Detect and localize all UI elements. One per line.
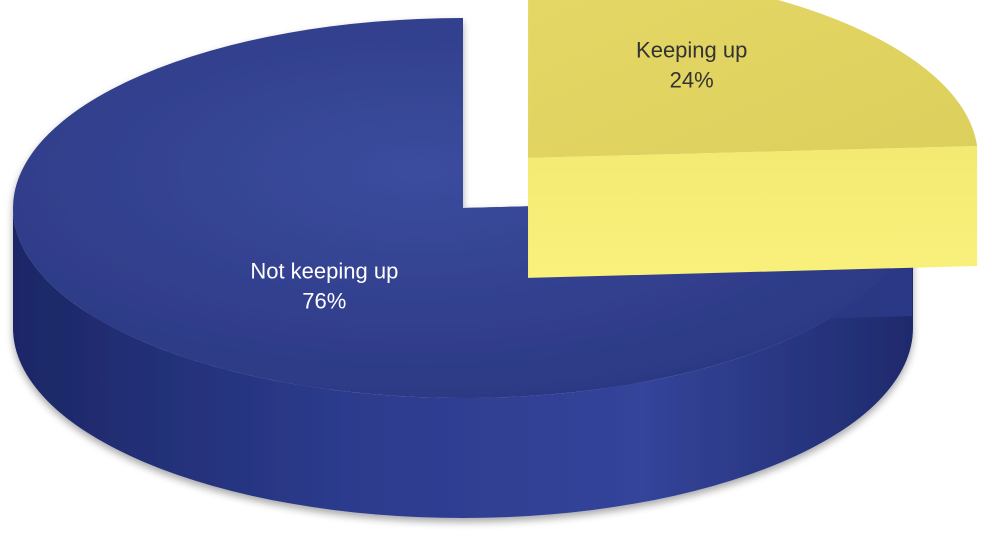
- slice-label-not-keeping-up: Not keeping up: [250, 258, 398, 283]
- slice-label-keeping-up: Keeping up: [636, 38, 747, 63]
- pie-labels: Not keeping up 76% Keeping up 24%: [250, 38, 747, 314]
- slice-value-keeping-up: 24%: [670, 68, 714, 93]
- pie-slice-top-not-keeping-up: [12, 18, 913, 398]
- slice-value-not-keeping-up: 76%: [302, 288, 346, 313]
- pie-slice-side-not-keeping-up: [13, 208, 913, 518]
- pie-slice-cut-keeping-up-1: [528, 145, 978, 278]
- pie-slices: [12, 0, 978, 518]
- pie-slice-keeping-up: [528, 0, 978, 278]
- pie-slice-top-keeping-up: [528, 0, 978, 158]
